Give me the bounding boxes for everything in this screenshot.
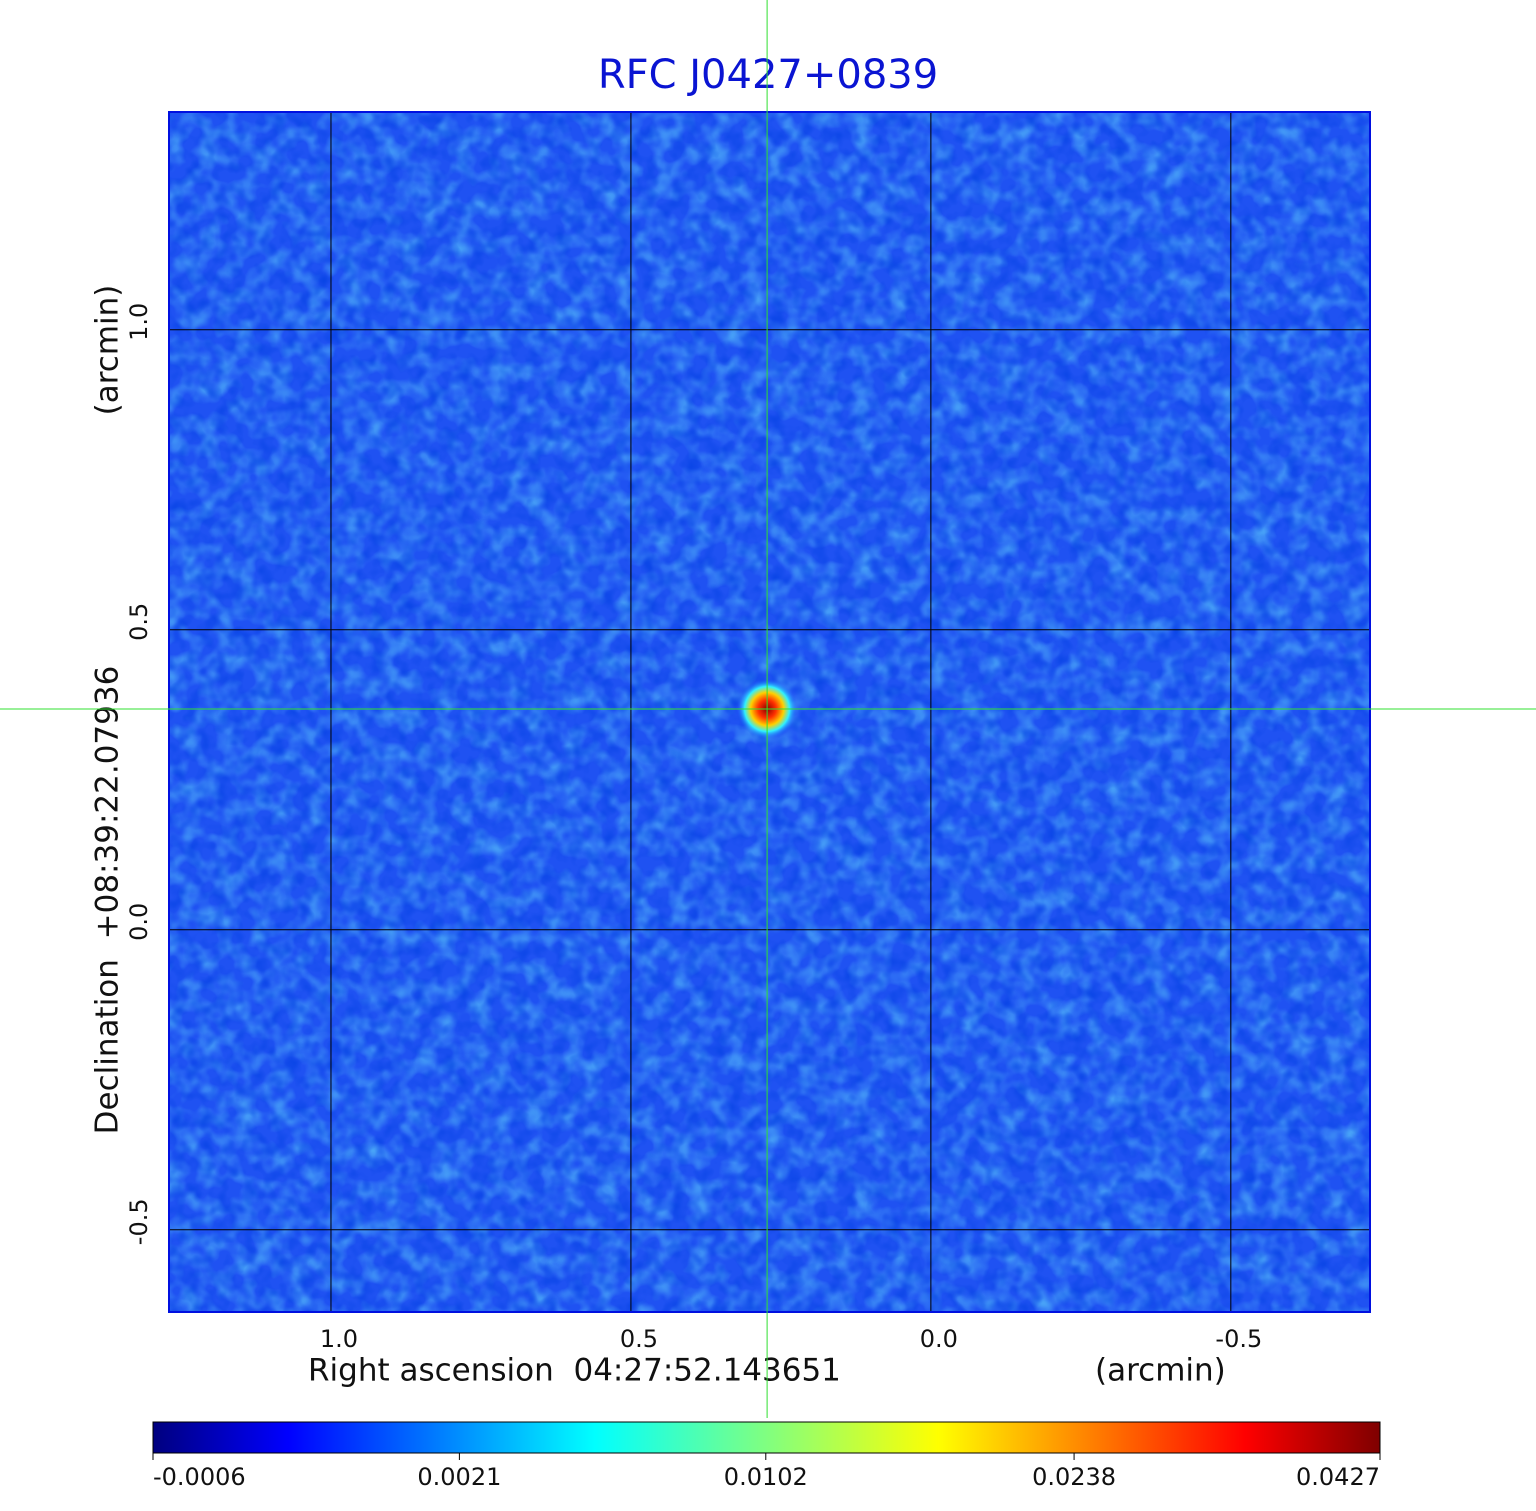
colorbar-tick-label: 0.0021 [417,1463,501,1491]
colorbar-tick-label: -0.0006 [153,1463,246,1491]
y-tick-label: 0.0 [125,903,153,941]
colorbar-tick-label: 0.0238 [1032,1463,1116,1491]
y-tick-label: 0.5 [125,603,153,641]
y-axis-label: Declination +08:39:22.07936 [90,666,126,1135]
chart-title: RFC J0427+0839 [598,52,938,98]
x-tick-label: -0.5 [1215,1325,1262,1353]
x-tick-label: 0.5 [620,1325,658,1353]
colorbar-tick-label: 0.0427 [1296,1463,1380,1491]
y-axis-unit: (arcmin) [90,285,126,416]
x-tick-label: 0.0 [920,1325,958,1353]
x-axis-label: Right ascension 04:27:52.143651 [308,1353,841,1389]
colorbar [152,1421,1381,1454]
x-tick-label: 1.0 [320,1325,358,1353]
x-axis-unit: (arcmin) [1095,1353,1226,1389]
colorbar-tick-label: 0.0102 [724,1463,808,1491]
plot-frame [168,111,1371,1313]
y-tick-label: -0.5 [125,1198,153,1245]
y-tick-label: 1.0 [125,303,153,341]
